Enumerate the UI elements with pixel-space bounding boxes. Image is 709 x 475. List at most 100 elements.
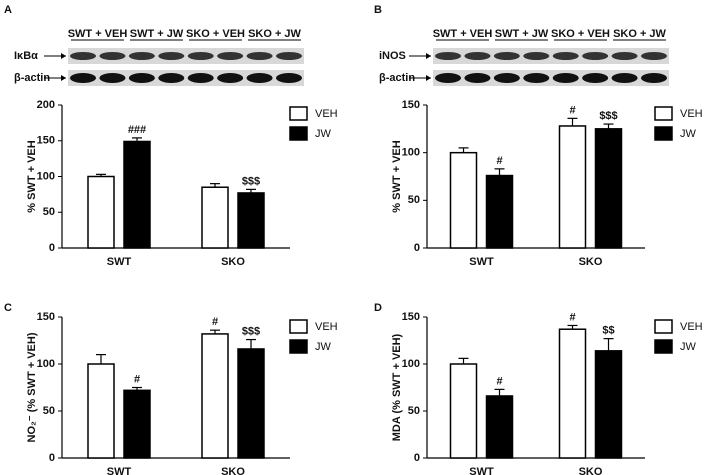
blot-band — [276, 52, 302, 60]
significance-label: # — [496, 375, 502, 387]
y-tick-label: 200 — [37, 99, 55, 111]
x-tick-label: SWT — [107, 256, 132, 268]
blot-strip — [433, 70, 669, 86]
blot-band — [217, 52, 244, 60]
x-tick-label: SKO — [579, 256, 603, 268]
x-tick-label: SKO — [221, 466, 245, 475]
blot-band — [435, 52, 461, 60]
legend-label: VEH — [680, 321, 703, 333]
blot-band — [128, 73, 155, 83]
legend-swatch — [654, 126, 673, 141]
blot-band — [70, 73, 96, 83]
bar — [449, 151, 478, 249]
bar — [558, 328, 587, 459]
legend-swatch — [289, 106, 308, 121]
bar — [201, 333, 229, 459]
x-tick-label: SWT — [469, 256, 494, 268]
y-axis-label: % SWT + VEH — [26, 140, 38, 212]
blot-band — [552, 52, 579, 60]
protein-label: β-actin — [379, 72, 415, 84]
legend-label: JW — [680, 128, 697, 140]
panel-letter: A — [4, 4, 12, 16]
x-tick-label: SWT — [107, 466, 132, 475]
blot-band — [187, 52, 214, 60]
legend-label: JW — [680, 341, 697, 353]
blot-band — [493, 73, 520, 83]
y-tick-label: 100 — [37, 358, 55, 370]
bar — [87, 175, 115, 249]
blot-band — [276, 73, 302, 83]
arrow-head — [61, 53, 66, 59]
significance-label: # — [212, 316, 218, 328]
panel-letter: D — [374, 302, 382, 314]
bar — [201, 186, 229, 249]
blot-band — [128, 52, 155, 60]
y-tick-label: 0 — [414, 452, 420, 464]
bar — [123, 389, 151, 459]
bar — [449, 363, 478, 459]
blot-band — [464, 73, 491, 83]
protein-label: IκBα — [14, 50, 38, 62]
y-axis-label: % SWT + VEH — [391, 140, 403, 212]
legend-label: JW — [315, 341, 332, 353]
bar — [558, 125, 587, 249]
significance-label: $$$ — [599, 110, 617, 122]
y-tick-label: 100 — [402, 358, 420, 370]
legend-swatch — [654, 106, 673, 121]
y-tick-label: 100 — [402, 147, 420, 159]
significance-label: # — [496, 155, 502, 167]
arrow-head — [426, 75, 431, 81]
significance-label: # — [569, 311, 575, 323]
blot-band — [552, 73, 579, 83]
y-tick-label: 50 — [43, 206, 55, 218]
legend-swatch — [289, 319, 308, 334]
y-tick-label: 150 — [37, 135, 55, 147]
blot-band — [99, 73, 126, 83]
blot-band — [611, 73, 638, 83]
blot-band — [582, 73, 609, 83]
lane-label: SWT + VEH — [68, 28, 128, 40]
blot-band — [158, 52, 185, 60]
blot-strip — [68, 70, 304, 86]
y-axis-label: MDA (% SWT + VEH) — [391, 333, 403, 441]
panel-letter: C — [4, 302, 12, 314]
lane-label: SWT + VEH — [433, 28, 493, 40]
y-tick-label: 150 — [402, 99, 420, 111]
legend-swatch — [289, 339, 308, 354]
blot-band — [523, 73, 550, 83]
significance-label: # — [134, 373, 140, 385]
blot-band — [99, 52, 126, 60]
bar — [594, 350, 623, 459]
protein-label: β-actin — [14, 72, 50, 84]
arrow-head — [61, 75, 66, 81]
y-tick-label: 0 — [49, 242, 55, 254]
blot-band — [246, 52, 273, 60]
x-tick-label: SKO — [221, 256, 245, 268]
y-tick-label: 150 — [402, 311, 420, 323]
blot-band — [217, 73, 244, 83]
blot-band — [464, 52, 491, 60]
bar — [485, 395, 514, 459]
blot-band — [70, 52, 96, 60]
legend-label: VEH — [315, 321, 338, 333]
blot-strip — [433, 48, 669, 64]
y-tick-label: 50 — [408, 194, 420, 206]
panel-letter: B — [374, 4, 382, 16]
protein-label: iNOS — [379, 50, 406, 62]
y-tick-label: 0 — [49, 452, 55, 464]
y-tick-label: 50 — [408, 405, 420, 417]
lane-label: SWT + JW — [495, 28, 549, 40]
significance-label: $$ — [602, 325, 614, 337]
bar — [485, 174, 514, 249]
bar — [87, 363, 115, 459]
arrow-head — [426, 53, 431, 59]
bar — [123, 140, 151, 249]
lane-label: SKO + JW — [613, 28, 666, 40]
lane-label: SKO + VEH — [551, 28, 610, 40]
legend-label: VEH — [680, 108, 703, 120]
blot-band — [641, 73, 667, 83]
blot-strip — [68, 48, 304, 64]
significance-label: ### — [128, 124, 146, 136]
bar — [594, 128, 623, 249]
